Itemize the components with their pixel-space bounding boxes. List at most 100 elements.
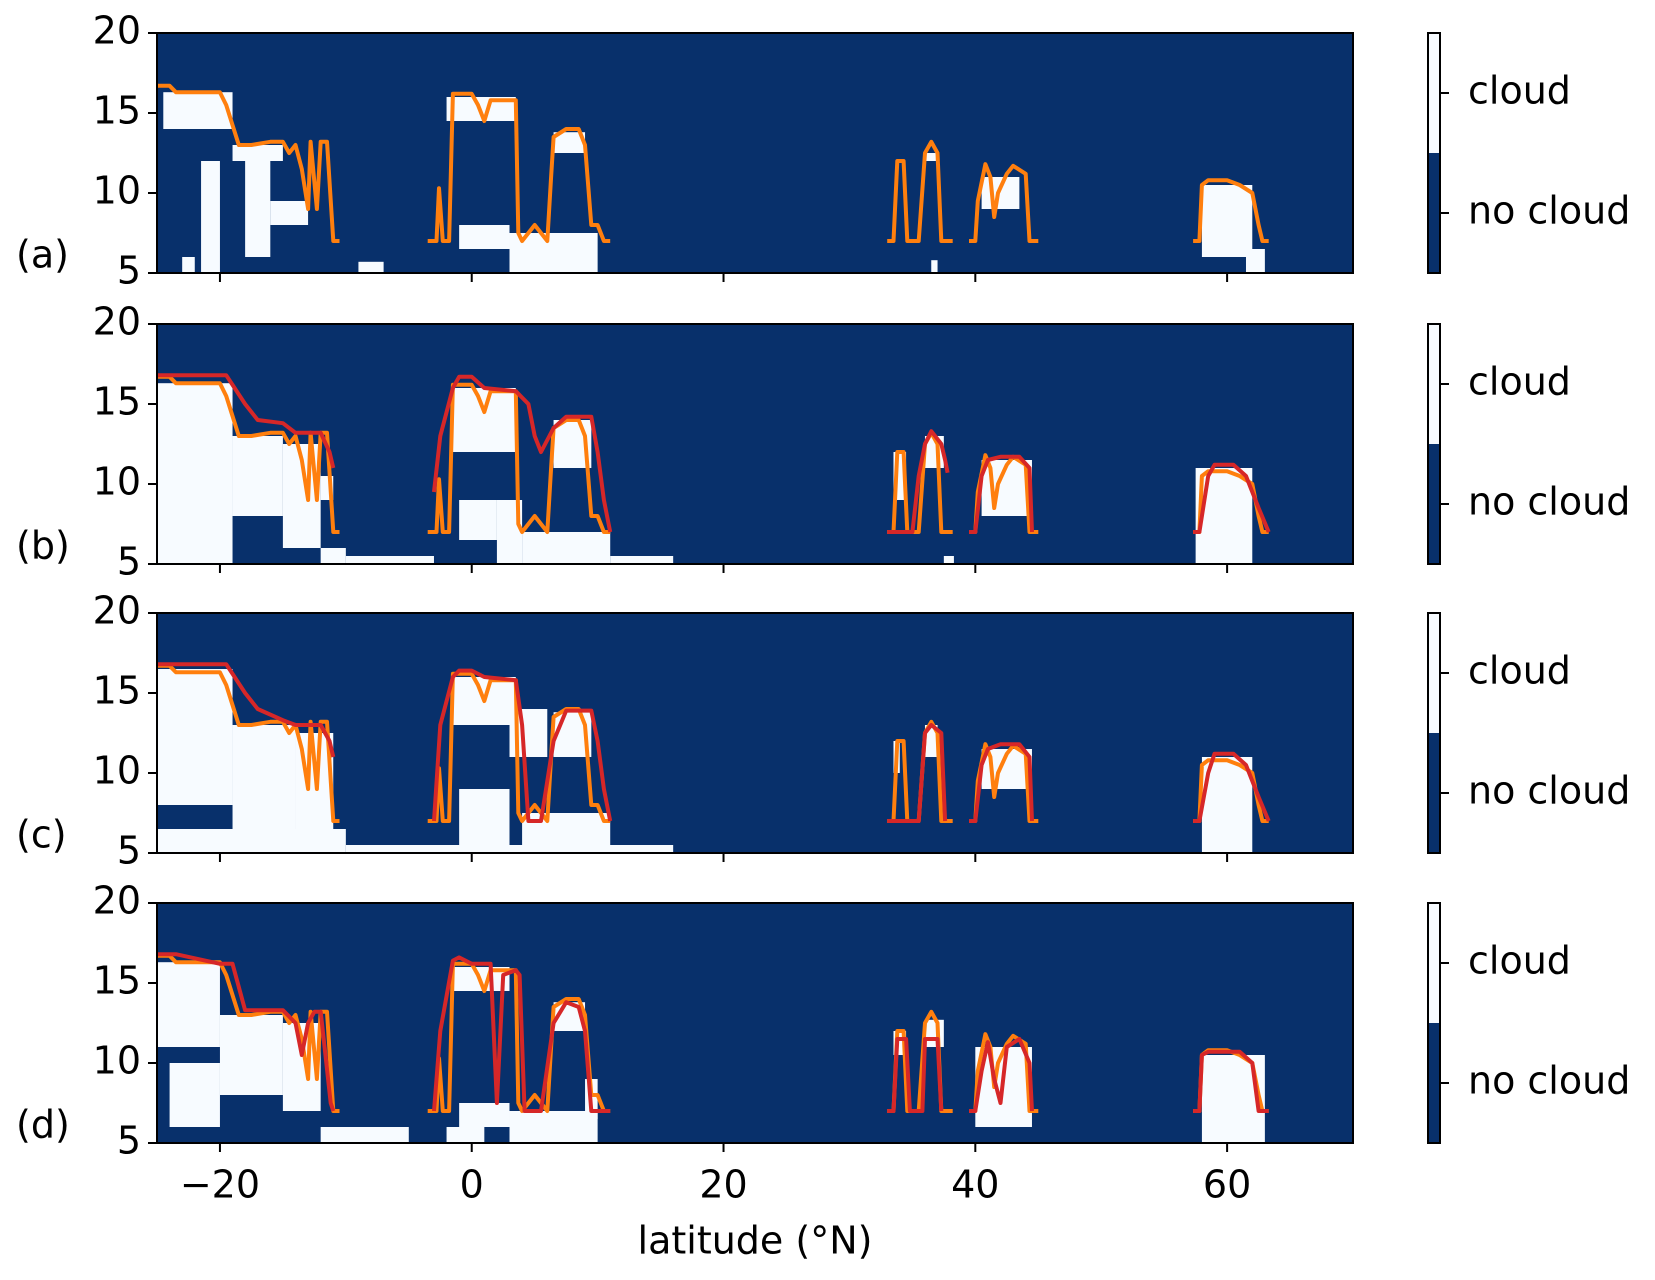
cloud-cell (320, 1127, 409, 1143)
cloud-cell (924, 1019, 944, 1047)
plot-background (157, 613, 1353, 853)
colorbar-segment (1428, 903, 1440, 1023)
cloud-cell (452, 388, 516, 452)
x-tick-label: 60 (1203, 1163, 1251, 1207)
colorbar-frame (1427, 612, 1441, 854)
cloud-cell (157, 383, 233, 564)
colorbar-frame (1427, 32, 1441, 274)
plot-frame (156, 323, 1354, 565)
y-tick-label: 10 (93, 169, 141, 213)
cloud-cell (358, 261, 384, 273)
cloud-cell (459, 789, 510, 853)
cloud-top-line (157, 662, 1271, 823)
y-tick-label: 5 (117, 829, 141, 873)
cloud-cell (232, 145, 283, 161)
panel: 5 10 15 20 −20 0 20 40 60 latitude (°N) (d) cloud no… (16, 879, 1630, 1263)
cloud-cell (201, 161, 220, 273)
panel-label: (d) (16, 1103, 70, 1147)
y-tick-label: 15 (93, 89, 141, 133)
y-tick-label: 5 (117, 249, 141, 293)
plot-frame (156, 32, 1354, 274)
cloud-cell (1195, 468, 1253, 564)
cloud-cell (345, 556, 434, 564)
cloud-cell (270, 201, 309, 225)
cloud-cell (345, 845, 674, 853)
y-tick-label: 20 (93, 589, 141, 633)
cloud-cell (981, 177, 1020, 209)
colorbar-segment (1428, 33, 1440, 153)
x-tick-label: 40 (951, 1163, 999, 1207)
cloud-top-line (157, 374, 1269, 534)
y-tick-label: 5 (117, 540, 141, 584)
cloud-cell (459, 1103, 510, 1127)
panel-label: (a) (16, 233, 69, 277)
cloud-cell (232, 725, 296, 829)
x-axis-label: latitude (°N) (638, 1219, 873, 1263)
colorbar-tick-label: cloud (1468, 939, 1571, 983)
cloud-cell (553, 132, 586, 153)
colorbar-frame (1427, 323, 1441, 565)
panel: 5 10 15 20 (b) cloud no cloud (16, 300, 1630, 584)
cloud-cell (219, 1015, 283, 1095)
y-tick-label: 10 (93, 749, 141, 793)
plot-frame (156, 902, 1354, 1144)
colorbar-segment (1428, 613, 1440, 733)
colorbar-segment (1428, 324, 1440, 444)
y-tick-label: 15 (93, 380, 141, 424)
colorbar-tick-label: no cloud (1468, 189, 1630, 233)
colorbar-segment (1428, 1023, 1440, 1143)
cloud-cell (446, 1127, 485, 1143)
plot-background (157, 33, 1353, 273)
y-tick-label: 15 (93, 669, 141, 713)
y-tick-label: 15 (93, 959, 141, 1003)
colorbar-segment (1428, 733, 1440, 853)
cloud-cell (232, 436, 283, 516)
cloud-cell (169, 1063, 220, 1127)
plot-frame (156, 612, 1354, 854)
y-tick-label: 10 (93, 460, 141, 504)
cloud-cell (509, 1111, 598, 1143)
cloud-cell (320, 548, 346, 564)
panel-label: (c) (16, 813, 67, 857)
cloud-cell (157, 669, 233, 805)
panel-label: (b) (16, 524, 70, 568)
colorbar-segment (1428, 153, 1440, 273)
panel: 5 10 15 20 (c) cloud no cloud (16, 589, 1630, 873)
colorbar-segment (1428, 444, 1440, 564)
cloud-top-line (157, 952, 1269, 1113)
colorbar-tick-label: cloud (1468, 69, 1571, 113)
x-tick-label: 20 (699, 1163, 747, 1207)
cloud-cell (182, 257, 195, 273)
cloud-cell (931, 260, 938, 273)
x-tick-label: 0 (460, 1163, 484, 1207)
colorbar-frame (1427, 902, 1441, 1144)
cloud-cell (1201, 185, 1253, 257)
cloud-cell (1201, 757, 1253, 853)
cloud-cell (157, 829, 346, 853)
y-tick-label: 5 (117, 1119, 141, 1163)
cloud-cell (522, 532, 611, 564)
cloud-cell (157, 962, 220, 1047)
cloud-cell (245, 161, 271, 257)
y-tick-label: 20 (93, 9, 141, 53)
cloud-cell (1245, 249, 1265, 273)
colorbar-tick-label: no cloud (1468, 769, 1630, 813)
cloud-top-line (157, 373, 1271, 534)
plot-background (157, 903, 1353, 1143)
cloud-cell (943, 556, 954, 564)
cloud-cell (924, 725, 938, 757)
panel: 5 10 15 20 (a) cloud no cloud (16, 9, 1630, 293)
cloud-cell (924, 153, 938, 161)
colorbar-tick-label: no cloud (1468, 1059, 1630, 1103)
cloud-cell (610, 556, 674, 564)
y-tick-label: 20 (93, 879, 141, 923)
colorbar-tick-label: cloud (1468, 649, 1571, 693)
cloud-cell (459, 225, 510, 249)
y-tick-label: 20 (93, 300, 141, 344)
colorbar-tick-label: cloud (1468, 360, 1571, 404)
colorbar-tick-label: no cloud (1468, 480, 1630, 524)
plot-background (157, 324, 1353, 564)
x-tick-label: −20 (180, 1163, 260, 1207)
cloud-cell (459, 500, 497, 540)
